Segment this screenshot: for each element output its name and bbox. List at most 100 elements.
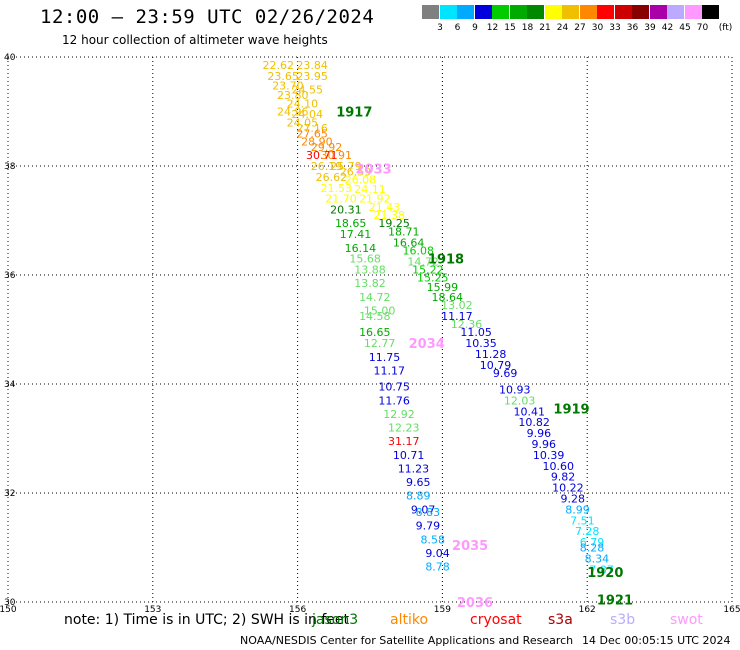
data-point-label: 8.83 <box>416 506 441 519</box>
colorbar-swatch <box>422 5 439 19</box>
data-point-label: 26.62 <box>316 171 348 184</box>
y-tick-label: 38 <box>4 162 16 172</box>
x-tick-label: 153 <box>144 605 161 615</box>
data-point-label: 21.92 <box>359 193 391 206</box>
data-point-label: 12.23 <box>388 422 420 435</box>
colorbar-tick-label: 27 <box>574 23 586 33</box>
track-id-label: 1917 <box>336 106 372 121</box>
y-tick-label: 30 <box>4 598 16 608</box>
data-point-label: 26.08 <box>345 174 377 187</box>
track-id-label: 2033 <box>356 163 392 178</box>
track-id-label: 1920 <box>587 566 623 581</box>
generation-timestamp: 14 Dec 00:05:15 UTC 2024 <box>582 634 731 647</box>
colorbar-swatch <box>474 5 492 19</box>
colorbar-swatch <box>544 5 562 19</box>
data-point-label: 23.65 <box>267 70 299 83</box>
data-point-label: 28.90 <box>301 135 333 148</box>
data-point-label: 10.79 <box>480 359 512 372</box>
data-point-label: 18.71 <box>388 225 420 238</box>
data-point-label: 10.22 <box>552 482 584 495</box>
x-tick-label: 162 <box>579 605 596 615</box>
colorbar-tick-label: 39 <box>644 23 656 33</box>
data-point-label: 9.04 <box>425 547 450 560</box>
data-point-label: 27.16 <box>296 122 328 135</box>
colorbar-swatch <box>509 5 527 19</box>
data-point-label: 11.05 <box>460 326 492 339</box>
data-point-label: 21.53 <box>320 182 352 195</box>
data-point-label: 11.76 <box>378 394 410 407</box>
data-point-label: 7.51 <box>570 514 595 527</box>
data-point-label: 6.79 <box>580 536 605 549</box>
data-point-label: 12.03 <box>504 394 536 407</box>
data-point-label: 11.75 <box>369 351 401 364</box>
data-point-label: 10.41 <box>514 405 546 418</box>
data-point-label: 8.89 <box>406 490 431 503</box>
data-point-label: 21.38 <box>374 209 406 222</box>
satellite-legend-item: s3a <box>548 612 573 628</box>
colorbar-tick-label: 33 <box>609 23 621 33</box>
satellite-legend-item: jason3 <box>312 612 359 628</box>
data-point-label: 13.88 <box>354 264 386 277</box>
colorbar-swatch <box>562 5 579 19</box>
y-tick-label: 32 <box>4 489 15 499</box>
y-tick-label: 34 <box>4 380 16 390</box>
colorbar-tick-label: 15 <box>504 23 516 33</box>
track-id-label: 1921 <box>597 593 633 608</box>
colorbar-tick-label: 21 <box>539 23 551 33</box>
data-point-label: 10.35 <box>465 337 497 350</box>
track-id-label: 1918 <box>428 253 464 268</box>
data-point-label: 24.10 <box>287 97 319 110</box>
data-point-label: 24.04 <box>292 108 324 121</box>
data-point-label: 7.87 <box>589 563 614 576</box>
data-point-label: 9.96 <box>532 438 557 451</box>
data-point-label: 9.96 <box>527 427 552 440</box>
data-point-label: 25.79 <box>330 160 362 173</box>
colorbar-tick-label: 30 <box>591 23 604 33</box>
colorbar-swatch <box>632 5 649 19</box>
data-point-label: 9.69 <box>493 367 518 380</box>
track-id-label: 2034 <box>409 337 445 352</box>
colorbar-swatch <box>457 5 474 19</box>
x-tick-label: 165 <box>723 605 740 615</box>
data-point-label: 23.84 <box>296 59 328 72</box>
data-point-label: 21.43 <box>369 201 401 214</box>
satellite-legend-item: swot <box>670 612 703 628</box>
satellite-legend-item: s3b <box>610 612 636 628</box>
data-point-label: 15.00 <box>364 304 396 317</box>
data-point-label: 10.93 <box>499 383 531 396</box>
colorbar-swatch <box>702 5 719 19</box>
data-point-label: 16.08 <box>403 244 435 257</box>
data-point-label: 24.96 <box>277 106 309 119</box>
data-point-label: 18.64 <box>431 291 463 304</box>
colorbar-tick-label: 12 <box>486 23 499 33</box>
chart-subtitle: 12 hour collection of altimeter wave hei… <box>62 33 328 47</box>
data-point-label: 12.36 <box>451 318 483 331</box>
data-point-label: 9.28 <box>560 492 585 505</box>
data-point-label: 27.65 <box>296 127 328 140</box>
data-point-label: 9.07 <box>411 503 436 516</box>
data-point-label: 11.17 <box>441 310 473 323</box>
data-point-label: 30.91 <box>320 149 352 162</box>
data-point-label: 10.75 <box>378 381 410 394</box>
data-point-label: 11.17 <box>374 364 406 377</box>
colorbar-unit-label: (ft) <box>718 23 733 33</box>
colorbar-tick-label: 70 <box>696 23 709 33</box>
data-point-label: 9.79 <box>416 520 441 533</box>
data-point-label: 12.77 <box>364 337 396 350</box>
data-point-label: 8.34 <box>585 552 610 565</box>
data-point-label: 16.64 <box>393 236 425 249</box>
data-point-label: 24.05 <box>287 116 319 129</box>
colorbar-tick-label: 36 <box>626 23 639 33</box>
data-point-label: 10.39 <box>533 449 565 462</box>
data-point-label: 17.41 <box>340 228 372 241</box>
data-point-label: 15.68 <box>349 253 381 266</box>
data-point-label: 16.65 <box>359 326 391 339</box>
credit-line: NOAA/NESDIS Center for Satellite Applica… <box>240 634 574 647</box>
x-tick-label: 150 <box>0 605 17 615</box>
data-point-label: 24.55 <box>292 84 324 97</box>
data-point-label: 10.82 <box>518 416 550 429</box>
data-point-label: 18.65 <box>335 217 367 230</box>
data-point-label: 29.92 <box>311 141 343 154</box>
data-point-label: 20.31 <box>330 204 362 217</box>
